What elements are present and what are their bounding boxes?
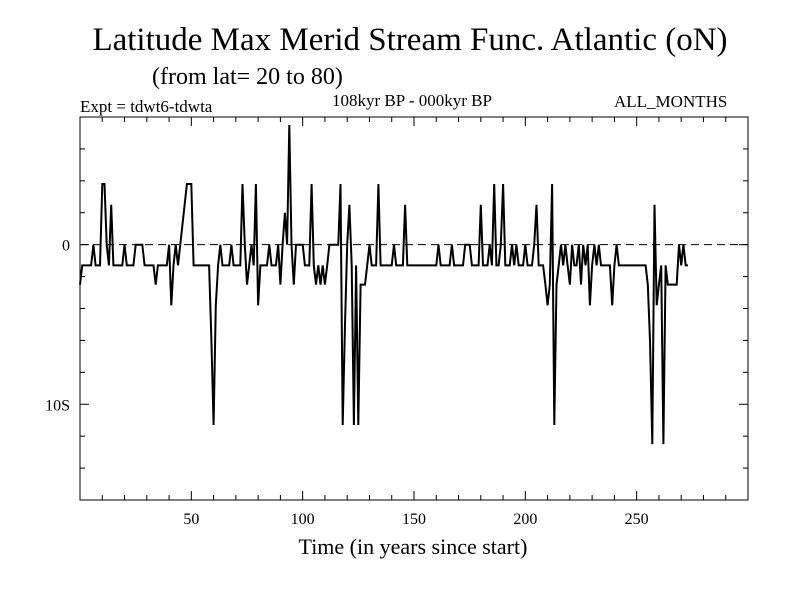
plot-frame — [79, 116, 749, 501]
y-tick-label: 0 — [62, 238, 70, 255]
x-tick-label: 200 — [513, 511, 537, 528]
tick-labels: 50 100 150 200 250 0 10S — [45, 238, 649, 528]
experiment-label: Expt = tdwt6-tdwta — [80, 97, 213, 116]
x-axis-label: Time (in years since start) — [298, 534, 528, 559]
y-tick-label: 10S — [45, 397, 70, 414]
months-label: ALL_MONTHS — [614, 92, 728, 111]
chart-title: Latitude Max Merid Stream Func. Atlantic… — [92, 22, 728, 58]
x-tick-label: 150 — [402, 511, 426, 528]
x-tick-label: 100 — [291, 511, 315, 528]
tick-marks — [80, 117, 748, 500]
x-tick-label: 250 — [625, 511, 649, 528]
chart-subtitle: (from lat= 20 to 80) — [152, 64, 343, 90]
x-tick-label: 50 — [183, 511, 199, 528]
series-line — [79, 124, 688, 445]
period-label: 108kyr BP - 000kyr BP — [332, 91, 492, 110]
